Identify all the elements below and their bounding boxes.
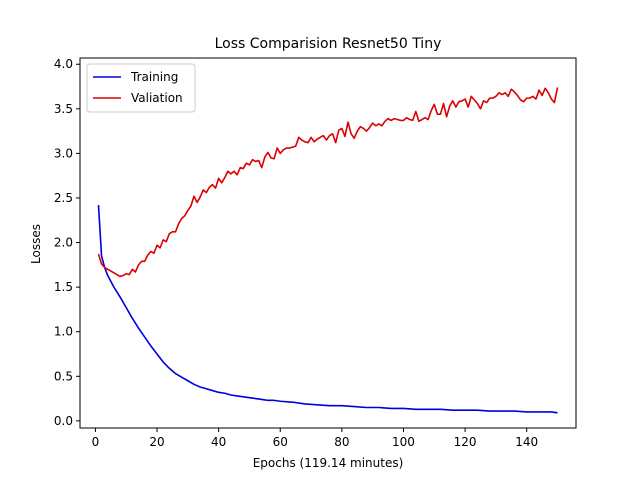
y-tick-label: 1.0 bbox=[54, 325, 73, 339]
y-axis-label: Losses bbox=[29, 224, 43, 264]
x-tick-label: 20 bbox=[149, 435, 164, 449]
axes: 0 20 40 60 80 100 120 140 0.0 0.5 1.0 1.5 2.0 2.5 3.0 3… bbox=[54, 57, 577, 449]
x-tick-label: 140 bbox=[515, 435, 538, 449]
y-tick-label: 3.5 bbox=[54, 102, 73, 116]
y-tick-label: 1.5 bbox=[54, 280, 73, 294]
x-tick-label: 40 bbox=[211, 435, 226, 449]
legend: Training Valiation bbox=[86, 63, 196, 113]
series-line-valiation bbox=[97, 87, 559, 278]
y-tick-label: 0.0 bbox=[54, 414, 73, 428]
x-tick-label: 0 bbox=[92, 435, 100, 449]
series-line-training bbox=[97, 205, 558, 414]
legend-label-training: Training bbox=[130, 70, 178, 84]
chart-title: Loss Comparision Resnet50 Tiny bbox=[215, 36, 442, 52]
y-tick-label: 2.0 bbox=[54, 236, 73, 250]
x-tick-label: 60 bbox=[273, 435, 288, 449]
y-tick-label: 2.5 bbox=[54, 191, 73, 205]
x-tick-label: 100 bbox=[392, 435, 415, 449]
y-tick-label: 4.0 bbox=[54, 57, 73, 71]
legend-box bbox=[86, 63, 196, 113]
x-tick-label: 120 bbox=[454, 435, 477, 449]
y-tick-label: 3.0 bbox=[54, 146, 73, 160]
x-axis-label: Epochs (119.14 minutes) bbox=[253, 456, 404, 470]
x-tick-label: 80 bbox=[334, 435, 349, 449]
legend-label-valiation: Valiation bbox=[131, 91, 183, 105]
plot-lines bbox=[97, 87, 559, 414]
y-tick-label: 0.5 bbox=[54, 369, 73, 383]
